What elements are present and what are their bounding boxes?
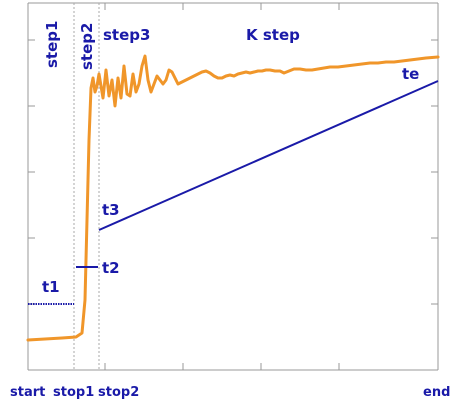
tick-marks: [28, 3, 438, 370]
axis-label-start: start: [10, 385, 45, 400]
te-label: te: [402, 65, 419, 83]
k-step-label: K step: [246, 26, 300, 44]
plot-frame: [27, 2, 439, 371]
t3-label: t3: [102, 201, 120, 219]
axis-label-end: end: [423, 385, 450, 400]
step1-label: step1: [43, 21, 61, 68]
step2-label: step2: [78, 23, 96, 70]
t3-te-ramp: [98, 80, 439, 231]
axis-label-stop2: stop2: [98, 385, 139, 400]
t1-label: t1: [42, 278, 60, 296]
t2-label: t2: [102, 259, 120, 277]
step3-label: step3: [103, 26, 150, 44]
axis-label-stop1: stop1: [53, 385, 94, 400]
spectrum-curve: [26, 54, 440, 342]
